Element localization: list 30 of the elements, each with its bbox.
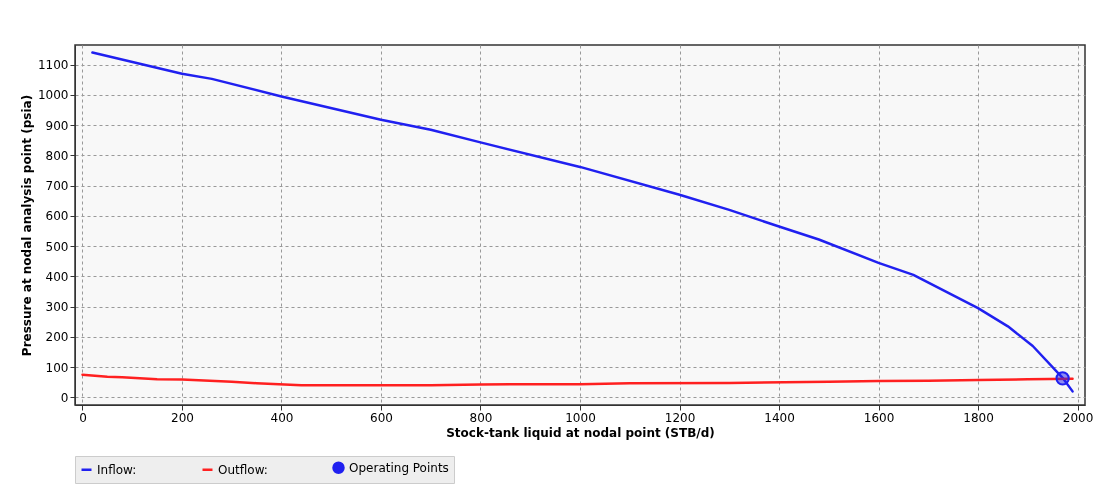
x-tick-label: 1000 xyxy=(565,410,596,425)
x-tick-label: 0 xyxy=(79,410,87,425)
y-tick-label: 0 xyxy=(60,390,69,405)
x-tick-label: 2000 xyxy=(1062,410,1094,425)
x-tick-label: 1600 xyxy=(863,410,895,425)
y-tick-label: 300 xyxy=(45,300,69,315)
y-tick-label: 500 xyxy=(45,239,69,254)
x-tick-label: 1200 xyxy=(664,410,696,425)
y-tick-label: 600 xyxy=(45,209,69,224)
y-tick-label: 1100 xyxy=(37,58,69,73)
line-series xyxy=(91,51,1074,393)
legend-label: Operating Points xyxy=(349,460,449,475)
x-axis-title: Stock-tank liquid at nodal point (STB/d) xyxy=(446,425,715,440)
x-tick-label: 1800 xyxy=(963,410,994,425)
x-tick-label: 800 xyxy=(469,410,493,425)
y-tick-label: 700 xyxy=(45,179,69,194)
y-tick-label: 800 xyxy=(45,148,69,163)
y-axis-title: Pressure at nodal analysis point (psia) xyxy=(19,94,34,357)
x-tick-label: 200 xyxy=(171,410,194,425)
y-tick-label: 400 xyxy=(45,269,69,284)
y-tick-label: 900 xyxy=(45,118,69,133)
y-tick-label: 200 xyxy=(45,330,69,345)
y-tick-label: 1000 xyxy=(37,88,69,103)
line-series xyxy=(81,373,1074,387)
x-tick-label: 400 xyxy=(270,410,294,425)
y-tick-label: 100 xyxy=(45,360,69,375)
x-tick-label: 600 xyxy=(370,410,393,425)
x-tick-label: 1400 xyxy=(764,410,795,425)
legend-label: Outflow: xyxy=(218,462,268,477)
legend-label: Inflow: xyxy=(97,462,137,477)
